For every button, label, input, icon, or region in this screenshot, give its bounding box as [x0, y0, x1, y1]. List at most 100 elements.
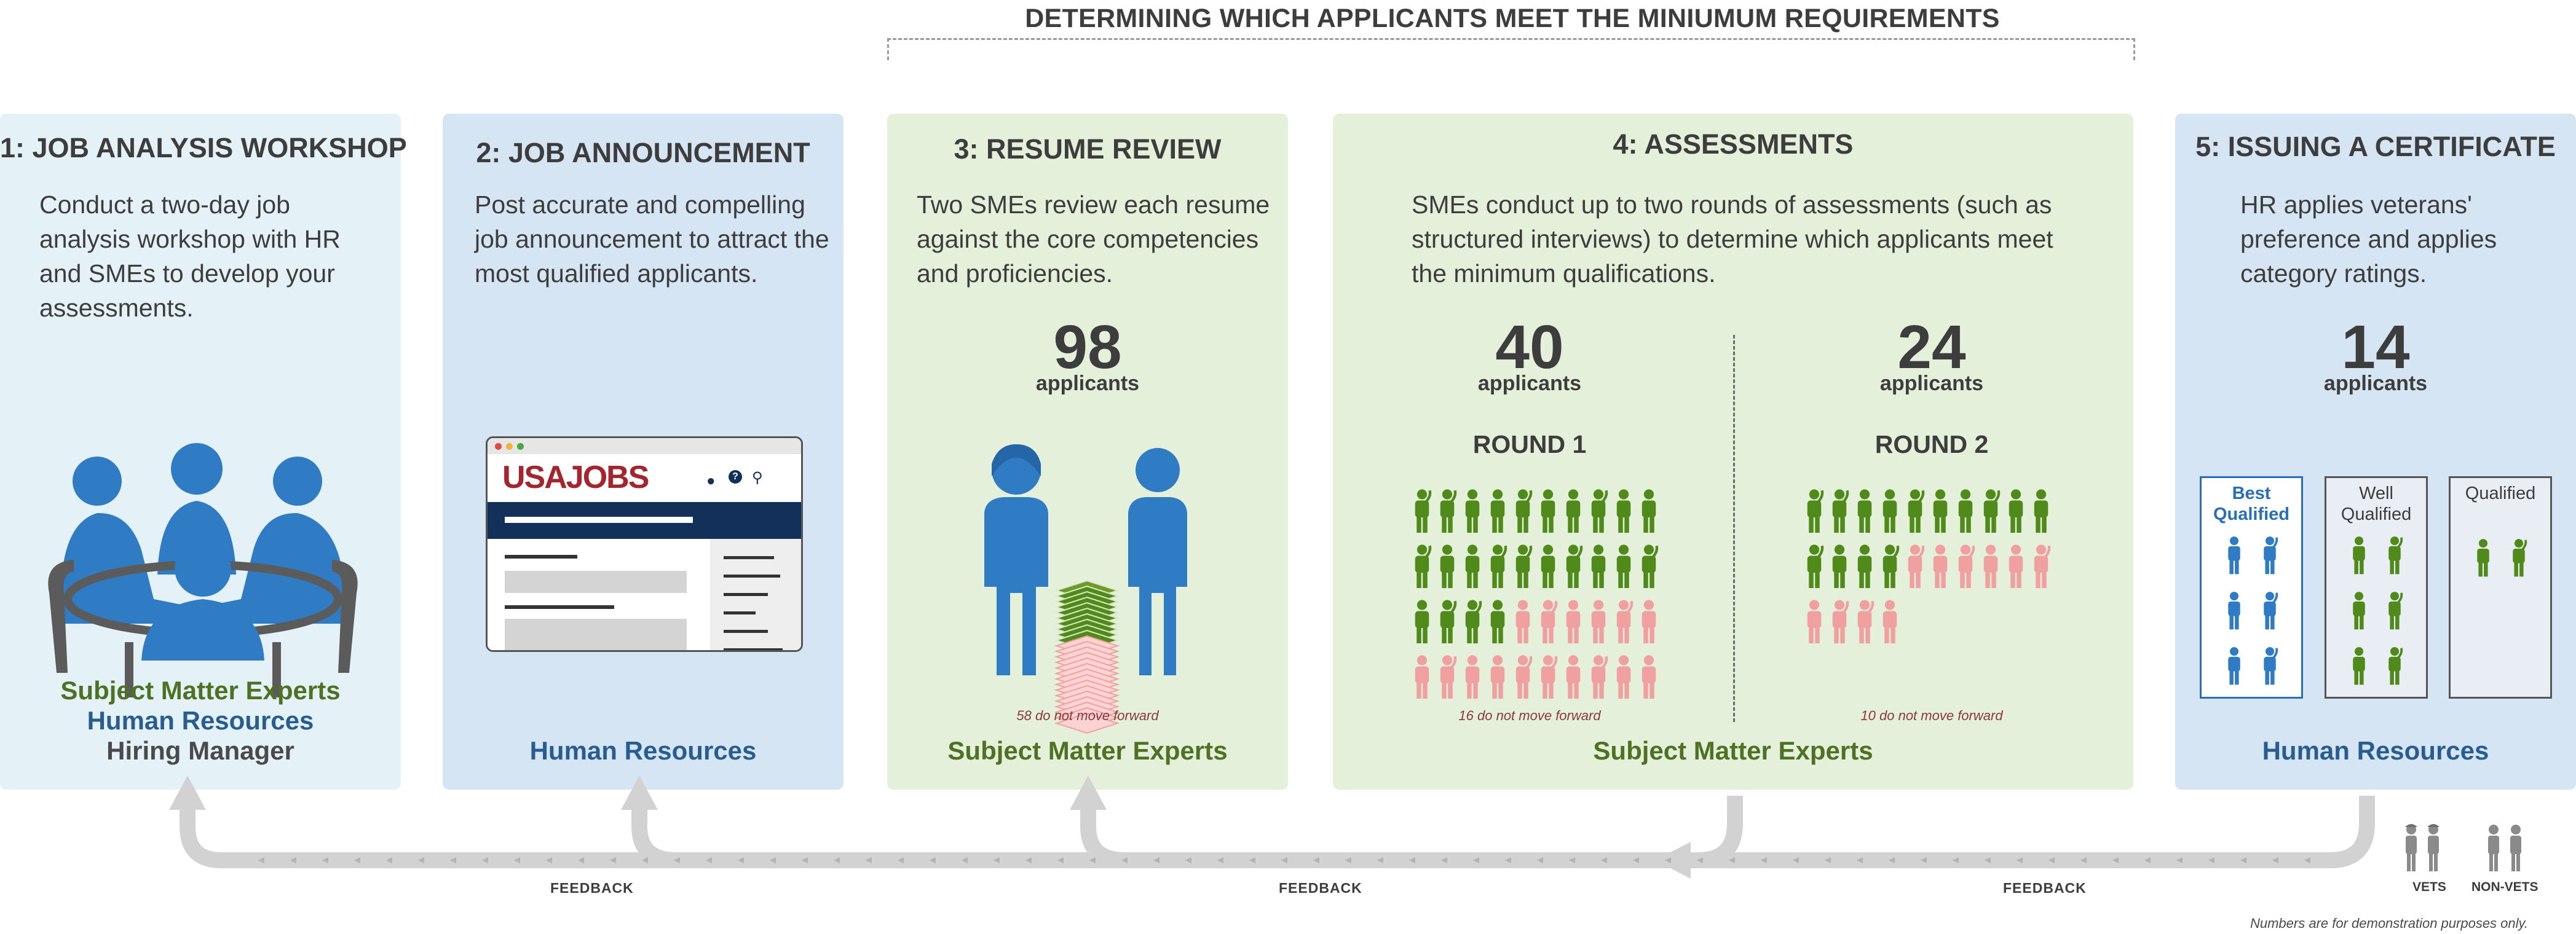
round-1-applicant-grid — [1413, 487, 1683, 699]
meeting-table-icon — [48, 443, 358, 697]
applicant-forward-icon — [1440, 544, 1455, 588]
chevron-left-icon — [706, 857, 712, 863]
applicant-forward-icon — [1566, 544, 1583, 588]
close-dot-icon — [495, 443, 502, 450]
feedback-label: FEEDBACK — [2003, 880, 2087, 896]
chevron-left-icon — [1025, 857, 1032, 863]
panel-title: 4: ASSESSMENTS — [1613, 128, 1854, 160]
round-2-count: 24 — [1897, 313, 1966, 382]
applicant-forward-icon — [1908, 489, 1925, 533]
applicant-forward-icon — [1541, 544, 1555, 588]
chevron-left-icon — [930, 857, 936, 863]
help-icon: ? — [729, 470, 742, 484]
chevron-left-icon — [2049, 857, 2055, 863]
certified-applicant-icon — [2228, 647, 2240, 685]
applicant-eliminated-icon — [1642, 600, 1656, 643]
applicant-eliminated-icon — [1591, 655, 1608, 699]
chevron-left-icon — [994, 857, 1000, 863]
chevron-left-icon — [802, 857, 808, 863]
chevron-left-icon — [1793, 857, 1799, 863]
certified-applicant-icon — [2353, 536, 2365, 575]
applicant-count-label: applicants — [1035, 372, 1140, 395]
chevron-left-icon — [610, 857, 616, 863]
chevron-left-icon — [1345, 857, 1351, 863]
applicant-forward-icon — [1642, 544, 1659, 588]
certified-applicant-icon — [2228, 536, 2240, 575]
arrow-head-icon — [169, 775, 206, 810]
chevron-left-icon — [1921, 857, 1927, 863]
chevron-left-icon — [418, 857, 424, 863]
chevron-left-icon — [1889, 857, 1895, 863]
panel-assessments: 4: ASSESSMENTS SMEs conduct up to two ro… — [1333, 114, 2133, 790]
applicant-forward-icon — [1440, 600, 1457, 643]
applicant-eliminated-icon — [1958, 544, 1975, 588]
category-label: Best Qualified — [2213, 484, 2290, 524]
chevron-left-icon — [1473, 857, 1479, 863]
applicant-forward-icon — [1440, 489, 1457, 533]
chevron-left-icon — [1377, 857, 1383, 863]
chevron-left-icon — [1185, 857, 1191, 863]
header-bracket — [887, 38, 2135, 60]
panel-title: 2: JOB ANNOUNCEMENT — [476, 137, 810, 168]
chevron-left-icon — [1633, 857, 1639, 863]
chevron-left-icon — [1697, 857, 1703, 863]
certified-applicant-icon — [2228, 592, 2240, 630]
round-1-count: 40 — [1495, 313, 1564, 382]
panel-title: 1: JOB ANALYSIS WORKSHOP — [0, 132, 407, 163]
chevron-left-icon — [674, 857, 680, 863]
chevron-left-icon — [386, 857, 392, 863]
chevron-left-icon — [770, 857, 776, 863]
content-area — [488, 539, 710, 650]
feedback-label: FEEDBACK — [1279, 880, 1362, 896]
round-2-applicant-grid — [1805, 487, 2076, 696]
applicant-eliminated-icon — [1908, 544, 1925, 588]
minimize-dot-icon — [506, 443, 513, 450]
chevron-left-icon — [2017, 857, 2023, 863]
sidebar-line — [724, 575, 780, 578]
footnote: Numbers are for demonstration purposes o… — [2250, 916, 2528, 931]
chevron-left-icon — [1409, 857, 1415, 863]
role-hr: Human Resources — [2262, 736, 2489, 765]
nav-bar — [488, 502, 801, 539]
chevron-left-icon — [1057, 857, 1064, 863]
chevron-left-icon — [2176, 857, 2183, 863]
applicant-eliminated-icon — [1616, 655, 1631, 699]
applicant-forward-icon — [1591, 489, 1608, 533]
chevron-left-icon — [1089, 857, 1096, 863]
applicant-forward-icon — [1642, 489, 1656, 533]
certified-applicant-icon — [2353, 592, 2365, 630]
chevron-left-icon — [2240, 857, 2246, 863]
sidebar-line — [724, 556, 774, 559]
panel-description: Post accurate and compelling job announc… — [475, 190, 829, 288]
panel-title: 3: RESUME REVIEW — [954, 133, 1222, 165]
category-best-qualified: Best Qualified — [2200, 476, 2303, 699]
chevron-left-icon — [2304, 857, 2310, 863]
panel-description: Conduct a two-day job analysis workshop … — [39, 190, 341, 322]
applicant-eliminated-icon — [1440, 655, 1457, 699]
applicant-forward-icon — [1591, 544, 1606, 588]
chevron-left-icon — [482, 857, 488, 863]
certified-applicant-icon — [2264, 592, 2278, 630]
chevron-left-icon — [738, 857, 744, 863]
applicant-forward-icon — [1832, 489, 1849, 533]
usajobs-logo: USAJOBS — [502, 460, 649, 495]
chevron-left-icon — [546, 857, 552, 863]
chevron-left-icon — [2080, 857, 2087, 863]
applicant-forward-icon — [1566, 489, 1581, 533]
panel-resume-review: 3: RESUME REVIEW Two SMEs review each re… — [887, 114, 1288, 790]
chevron-left-icon — [1985, 857, 1991, 863]
certified-applicant-icon — [2353, 647, 2365, 685]
sidebar-line — [724, 648, 783, 650]
applicant-forward-icon — [1490, 600, 1505, 643]
sidebar-area — [710, 539, 801, 650]
content-block — [505, 571, 687, 593]
chevron-left-icon — [578, 857, 584, 863]
certified-applicant-icon — [2264, 536, 2278, 575]
applicant-forward-icon — [1933, 489, 1948, 533]
applicant-forward-icon — [2009, 489, 2023, 533]
applicant-forward-icon — [1832, 544, 1847, 588]
chevron-left-icon — [1249, 857, 1255, 863]
resume-stack-icon — [1054, 579, 1120, 734]
applicant-forward-icon — [1983, 489, 2001, 533]
applicant-eliminated-icon — [1465, 655, 1480, 699]
